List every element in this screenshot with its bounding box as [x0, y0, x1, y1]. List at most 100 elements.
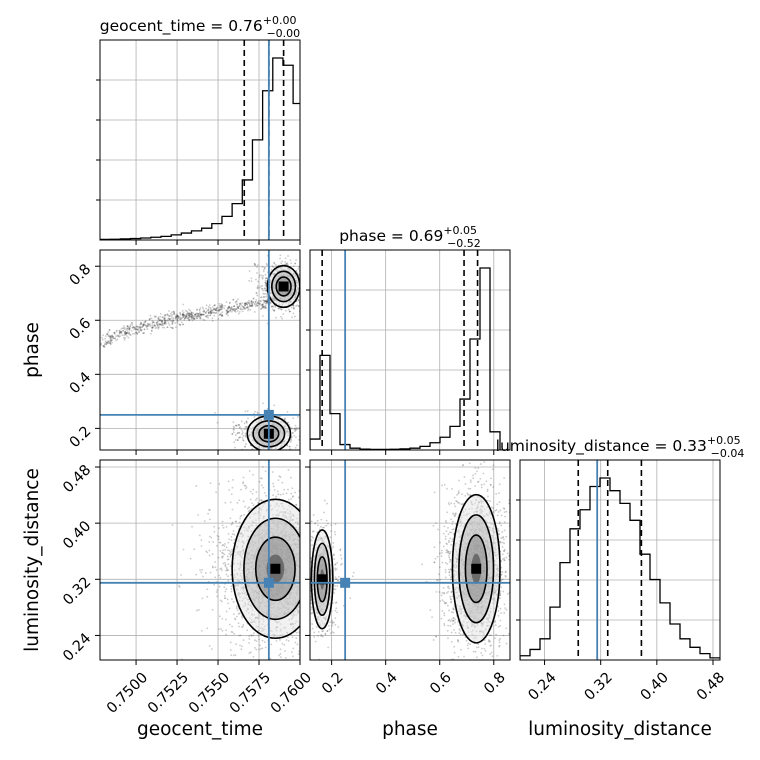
sample-point — [228, 302, 231, 304]
sample-point — [217, 309, 220, 311]
sample-point — [314, 267, 316, 269]
sample-point — [200, 629, 203, 632]
sample-point — [218, 302, 221, 305]
sample-point — [302, 570, 304, 572]
sample-point — [143, 328, 146, 331]
sample-point — [291, 431, 294, 434]
sample-point — [166, 319, 168, 322]
sample-point — [261, 647, 264, 650]
sample-point — [302, 296, 304, 298]
sample-point — [265, 301, 268, 304]
sample-point — [184, 309, 187, 312]
sample-point — [136, 328, 138, 331]
sample-point — [241, 625, 244, 628]
sample-point — [182, 313, 184, 316]
sample-point — [339, 601, 341, 603]
sample-point — [260, 307, 263, 310]
sample-point — [197, 313, 200, 315]
sample-point — [244, 410, 247, 413]
sample-point — [128, 329, 131, 331]
sample-point — [213, 304, 216, 307]
sample-point — [287, 452, 289, 454]
sample-point — [207, 314, 210, 317]
sample-point — [241, 626, 243, 629]
sample-point — [259, 300, 262, 303]
sample-point — [106, 340, 109, 343]
sample-point — [240, 420, 243, 423]
sample-point — [246, 306, 249, 309]
sample-point — [264, 284, 267, 286]
sample-point — [233, 308, 236, 310]
sample-point — [238, 305, 241, 308]
sample-point — [184, 316, 186, 319]
sample-point — [193, 317, 196, 320]
sample-point — [232, 421, 235, 424]
sample-point — [203, 319, 206, 322]
sample-point — [157, 318, 160, 320]
sample-point — [229, 307, 232, 310]
sample-point — [117, 335, 119, 338]
sample-point — [245, 426, 248, 428]
sample-point — [129, 334, 132, 337]
sample-point — [232, 425, 235, 428]
sample-point — [168, 318, 171, 321]
sample-point — [306, 613, 308, 615]
sample-point — [264, 287, 266, 290]
sample-point — [302, 291, 304, 293]
sample-point — [206, 627, 209, 630]
sample-point — [226, 311, 229, 314]
sample-point — [304, 304, 306, 306]
sample-point — [265, 292, 267, 295]
sample-point — [111, 334, 114, 337]
sample-point — [301, 590, 303, 592]
sample-point — [157, 317, 159, 320]
sample-point — [124, 333, 127, 335]
sample-point — [292, 304, 295, 307]
sample-point — [234, 434, 237, 437]
sample-point — [213, 311, 215, 314]
sample-point — [239, 307, 242, 310]
sample-point — [240, 681, 242, 683]
sample-point — [233, 426, 236, 429]
sample-point — [248, 304, 251, 306]
sample-point — [196, 309, 199, 311]
sample-point — [301, 285, 303, 287]
sample-point — [267, 456, 269, 458]
sample-point — [279, 639, 281, 641]
sample-point — [301, 635, 303, 637]
sample-point — [196, 314, 199, 317]
sample-point — [227, 558, 230, 561]
sample-point — [301, 526, 303, 528]
sample-point — [166, 326, 169, 329]
sample-point — [313, 617, 315, 619]
sample-point — [206, 588, 209, 591]
sample-point — [270, 643, 273, 646]
sample-point — [306, 561, 308, 563]
sample-point — [243, 422, 246, 425]
sample-point — [304, 437, 306, 439]
sample-point — [239, 308, 242, 311]
sample-point — [230, 654, 233, 657]
sample-point — [306, 584, 308, 586]
sample-point — [233, 305, 236, 308]
sample-point — [167, 317, 170, 320]
sample-point — [287, 308, 290, 311]
sample-point — [164, 319, 167, 322]
sample-point — [221, 544, 224, 547]
sample-point — [221, 524, 224, 527]
sample-point — [295, 428, 298, 431]
sample-point — [230, 306, 233, 309]
sample-point — [304, 542, 306, 544]
sample-point — [180, 321, 183, 324]
sample-point — [250, 305, 253, 307]
sample-point — [296, 643, 299, 646]
sample-point — [229, 309, 232, 312]
sample-point — [176, 318, 179, 321]
sample-point — [168, 315, 171, 317]
sample-point — [234, 309, 236, 312]
sample-point — [258, 276, 261, 279]
sample-point — [128, 327, 131, 330]
sample-point — [231, 548, 234, 551]
sample-point — [213, 307, 215, 310]
sample-point — [188, 312, 190, 315]
